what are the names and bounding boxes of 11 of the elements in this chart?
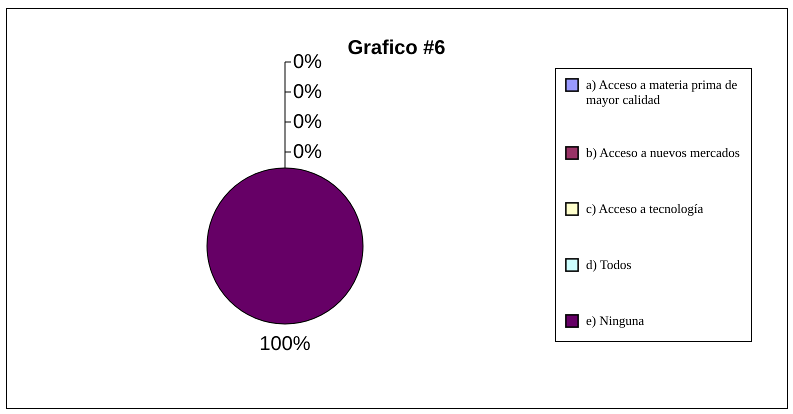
- legend-label: a) Acceso a materia prima de mayor calidad: [586, 77, 738, 107]
- chart-title: Grafico #6: [348, 37, 446, 59]
- text: 0%: [293, 51, 322, 73]
- data-label: 100%: [259, 333, 311, 355]
- legend-label: d) Todos: [586, 257, 632, 272]
- legend-label: e) Ninguna: [586, 313, 644, 328]
- legend-label: b) Acceso a nuevos mercados: [586, 145, 740, 160]
- legend-label: c) Acceso a tecnología: [586, 201, 704, 216]
- text: 0%: [293, 81, 322, 103]
- text: 0%: [293, 141, 322, 163]
- text: 0%: [293, 111, 322, 133]
